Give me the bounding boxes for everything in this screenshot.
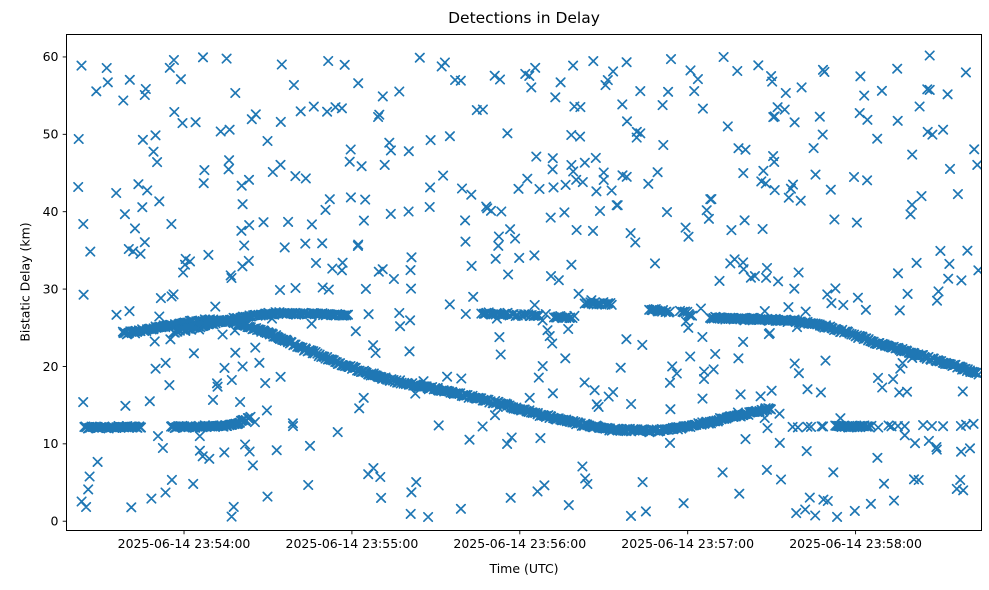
series-blob-28km-markers xyxy=(579,297,617,310)
y-tick-label: 60 xyxy=(43,49,59,64)
y-tick-label: 10 xyxy=(43,436,59,451)
y-tick-label: 40 xyxy=(43,204,59,219)
y-tick-label: 50 xyxy=(43,127,59,142)
x-tick-label: 2025-06-14 23:56:00 xyxy=(453,536,586,551)
series-flat-12km-left-a-markers xyxy=(79,420,147,434)
series-blob-27km-c-markers xyxy=(644,304,675,318)
x-tick-label: 2025-06-14 23:54:00 xyxy=(118,536,251,551)
x-axis-label: Time (UTC) xyxy=(489,561,559,576)
x-tick-label: 2025-06-14 23:55:00 xyxy=(286,536,419,551)
series-target-pass-right-markers xyxy=(705,311,982,380)
series-blob-27km-a-markers xyxy=(476,307,544,322)
plot-area-spines xyxy=(66,34,982,531)
series-flat-12km-far-right-sparse-markers xyxy=(918,419,972,432)
tick-marks xyxy=(62,56,857,535)
series-blob-26km-b-markers xyxy=(548,311,578,324)
x-tick-label: 2025-06-14 23:58:00 xyxy=(789,536,922,551)
y-tick-label: 30 xyxy=(43,281,59,296)
series-target-pass-upper-left-markers xyxy=(168,307,354,338)
series-flat-12km-right-sparse-markers xyxy=(787,420,910,433)
y-tick-label: 0 xyxy=(51,514,59,529)
series-blob-27km-d-markers xyxy=(674,305,698,321)
y-axis-label: Bistatic Delay (km) xyxy=(17,222,33,342)
tick-labels: 2025-06-14 23:54:00 2025-06-14 23:55:00 20… xyxy=(43,49,922,551)
x-tick-label: 2025-06-14 23:57:00 xyxy=(621,536,754,551)
scatter-markers xyxy=(73,50,982,523)
series-flat-12km-left-b-markers xyxy=(166,411,256,434)
y-tick-label: 20 xyxy=(43,359,59,374)
series-clutter-markers xyxy=(73,50,982,523)
chart-title: Detections in Delay xyxy=(448,9,600,27)
